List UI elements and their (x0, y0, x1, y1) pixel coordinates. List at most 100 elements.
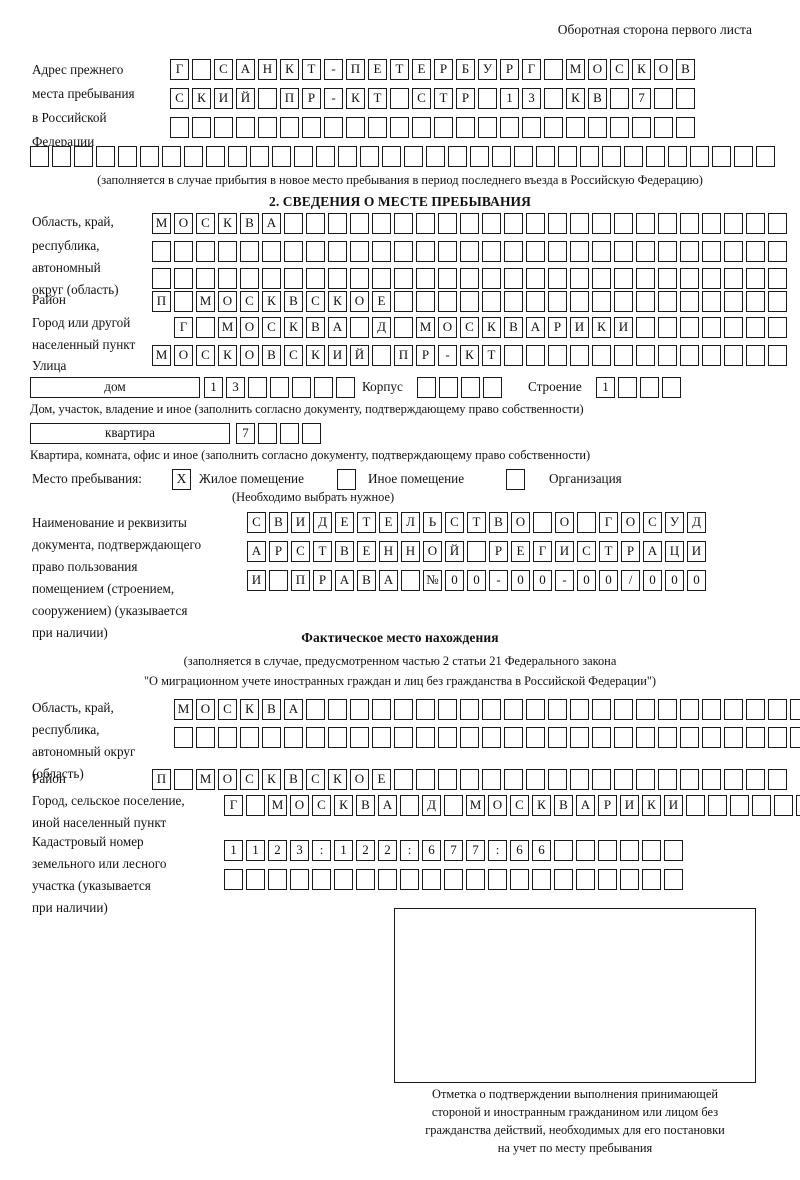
char-cell[interactable] (614, 241, 633, 262)
char-cell[interactable]: К (262, 291, 281, 312)
char-cell[interactable] (294, 146, 313, 167)
char-cell[interactable] (248, 377, 267, 398)
char-cell[interactable] (438, 727, 457, 748)
char-cell[interactable] (676, 117, 695, 138)
char-cell[interactable]: Н (379, 541, 398, 562)
document-row-3[interactable]: И П Р А В А № 0 0-0 0-0 0/0 0 0 (247, 570, 706, 591)
char-cell[interactable] (426, 146, 445, 167)
flat-number-row[interactable]: 7 (236, 423, 321, 444)
char-cell[interactable]: Р (621, 541, 640, 562)
char-cell[interactable] (416, 268, 435, 289)
char-cell[interactable] (526, 241, 545, 262)
char-cell[interactable]: - (324, 88, 343, 109)
char-cell[interactable] (284, 727, 303, 748)
char-cell[interactable]: П (152, 291, 171, 312)
char-cell[interactable] (118, 146, 137, 167)
char-cell[interactable]: А (328, 317, 347, 338)
char-cell[interactable] (306, 213, 325, 234)
char-cell[interactable] (174, 268, 193, 289)
char-cell[interactable]: С (306, 291, 325, 312)
char-cell[interactable] (636, 699, 655, 720)
char-cell[interactable] (768, 345, 787, 366)
char-cell[interactable] (192, 59, 211, 80)
char-cell[interactable] (592, 727, 611, 748)
char-cell[interactable]: Д (422, 795, 441, 816)
char-cell[interactable]: 7 (236, 423, 255, 444)
char-cell[interactable] (724, 317, 743, 338)
char-cell[interactable]: 3 (226, 377, 245, 398)
char-cell[interactable]: Р (302, 88, 321, 109)
char-cell[interactable] (328, 727, 347, 748)
char-cell[interactable] (756, 146, 775, 167)
confirmation-stamp-area[interactable] (394, 908, 756, 1083)
char-cell[interactable] (533, 512, 552, 533)
char-cell[interactable]: Т (434, 88, 453, 109)
char-cell[interactable] (482, 727, 501, 748)
char-cell[interactable] (690, 146, 709, 167)
char-cell[interactable]: В (357, 570, 376, 591)
char-cell[interactable]: И (555, 541, 574, 562)
region-row-2[interactable] (152, 241, 787, 262)
char-cell[interactable] (290, 869, 309, 890)
char-cell[interactable] (526, 213, 545, 234)
char-cell[interactable] (306, 727, 325, 748)
char-cell[interactable] (416, 727, 435, 748)
char-cell[interactable] (470, 146, 489, 167)
char-cell[interactable] (680, 268, 699, 289)
char-cell[interactable] (548, 345, 567, 366)
prev-address-row-3[interactable] (170, 117, 695, 138)
char-cell[interactable] (598, 869, 617, 890)
char-cell[interactable]: О (621, 512, 640, 533)
char-cell[interactable] (702, 345, 721, 366)
char-cell[interactable] (570, 699, 589, 720)
char-cell[interactable] (548, 291, 567, 312)
char-cell[interactable] (592, 213, 611, 234)
char-cell[interactable] (712, 146, 731, 167)
char-cell[interactable]: П (394, 345, 413, 366)
char-cell[interactable]: Р (598, 795, 617, 816)
char-cell[interactable]: И (570, 317, 589, 338)
char-cell[interactable] (610, 117, 629, 138)
char-cell[interactable] (416, 241, 435, 262)
char-cell[interactable]: Р (548, 317, 567, 338)
char-cell[interactable]: 1 (596, 377, 615, 398)
char-cell[interactable] (592, 769, 611, 790)
char-cell[interactable]: С (306, 769, 325, 790)
char-cell[interactable] (284, 268, 303, 289)
char-cell[interactable] (668, 146, 687, 167)
char-cell[interactable]: 6 (532, 840, 551, 861)
char-cell[interactable]: С (510, 795, 529, 816)
char-cell[interactable] (724, 291, 743, 312)
char-cell[interactable] (636, 769, 655, 790)
char-cell[interactable]: Т (482, 345, 501, 366)
char-cell[interactable] (618, 377, 637, 398)
char-cell[interactable] (196, 317, 215, 338)
char-cell[interactable] (588, 117, 607, 138)
char-cell[interactable]: М (196, 291, 215, 312)
char-cell[interactable] (702, 699, 721, 720)
char-cell[interactable]: В (284, 769, 303, 790)
char-cell[interactable] (774, 795, 793, 816)
char-cell[interactable]: 0 (643, 570, 662, 591)
char-cell[interactable] (570, 345, 589, 366)
char-cell[interactable]: У (665, 512, 684, 533)
char-cell[interactable]: И (687, 541, 706, 562)
char-cell[interactable]: М (174, 699, 193, 720)
char-cell[interactable] (504, 291, 523, 312)
char-cell[interactable]: 7 (466, 840, 485, 861)
char-cell[interactable] (334, 869, 353, 890)
char-cell[interactable] (544, 88, 563, 109)
char-cell[interactable] (434, 117, 453, 138)
char-cell[interactable] (504, 345, 523, 366)
char-cell[interactable] (390, 117, 409, 138)
char-cell[interactable]: Е (372, 291, 391, 312)
stroenie-row[interactable]: 1 (596, 377, 681, 398)
char-cell[interactable] (269, 570, 288, 591)
char-cell[interactable]: В (554, 795, 573, 816)
char-cell[interactable] (768, 699, 787, 720)
char-cell[interactable]: С (284, 345, 303, 366)
char-cell[interactable] (482, 268, 501, 289)
